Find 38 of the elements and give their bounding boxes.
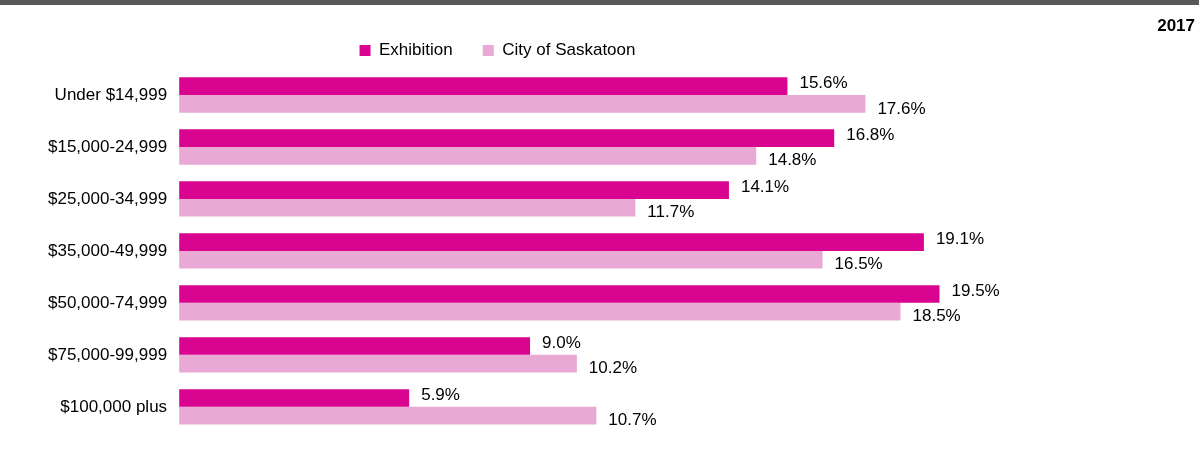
data-label: 10.7% bbox=[608, 410, 657, 430]
bar bbox=[179, 181, 729, 199]
bar bbox=[179, 406, 597, 425]
bar bbox=[179, 198, 636, 217]
bar bbox=[179, 129, 835, 147]
bar bbox=[179, 302, 901, 321]
bar bbox=[179, 389, 410, 407]
data-label: 19.1% bbox=[935, 228, 985, 248]
legend-label: Exhibition bbox=[379, 40, 453, 60]
data-label: 14.1% bbox=[740, 176, 790, 196]
data-label: 18.5% bbox=[912, 306, 961, 326]
bar bbox=[179, 146, 757, 165]
data-label: 15.6% bbox=[799, 72, 848, 92]
y-tick-label: $15,000-24,999 bbox=[48, 136, 168, 156]
data-label: 10.2% bbox=[588, 358, 638, 378]
bar bbox=[179, 94, 866, 113]
data-label: 11.7% bbox=[647, 202, 695, 222]
y-tick-label: $25,000-34,999 bbox=[48, 188, 168, 208]
y-tick-label: $100,000 plus bbox=[60, 396, 168, 416]
legend-label: City of Saskatoon bbox=[502, 40, 636, 60]
data-label: 9.0% bbox=[542, 332, 581, 352]
data-label: 5.9% bbox=[421, 384, 460, 404]
bar bbox=[179, 354, 577, 373]
data-label: 16.8% bbox=[846, 124, 895, 144]
bar bbox=[179, 337, 531, 355]
bar bbox=[179, 285, 940, 303]
y-tick-label: Under $14,999 bbox=[54, 84, 168, 104]
data-label: 14.8% bbox=[768, 150, 817, 170]
text: 2017 bbox=[1157, 16, 1195, 36]
data-label: 17.6% bbox=[877, 98, 926, 118]
bar bbox=[179, 77, 788, 95]
bar bbox=[179, 233, 924, 251]
y-tick-label: $35,000-49,999 bbox=[48, 240, 168, 260]
y-tick-label: $75,000-99,999 bbox=[48, 344, 168, 364]
data-label: 16.5% bbox=[834, 254, 883, 274]
bar bbox=[179, 250, 823, 269]
y-tick-label: $50,000-74,999 bbox=[48, 292, 168, 312]
data-label: 19.5% bbox=[951, 280, 1000, 300]
